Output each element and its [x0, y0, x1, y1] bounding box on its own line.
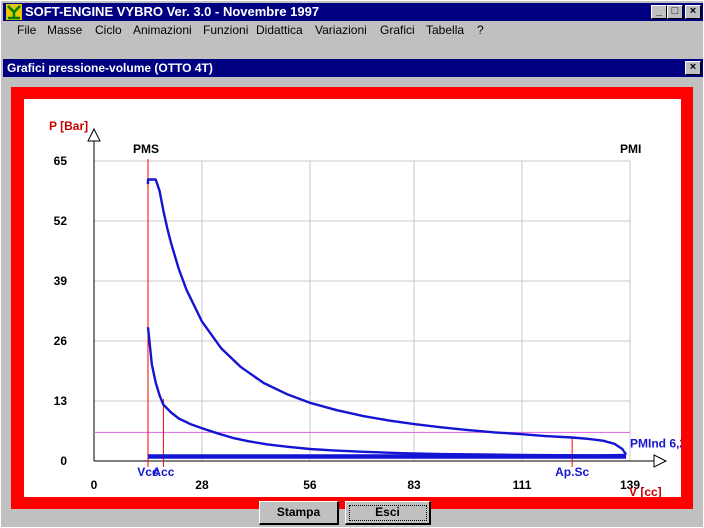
y-tick-label: 0 — [60, 454, 67, 468]
x-tick-label: 83 — [407, 478, 421, 492]
x-tick-label: 111 — [513, 478, 532, 492]
close-button[interactable]: × — [685, 5, 701, 19]
y-axis-arrow-icon — [87, 127, 101, 142]
y-tick-label: 52 — [54, 214, 68, 228]
dialog-title-bar: Grafici pressione-volume (OTTO 4T) × — [3, 59, 703, 77]
chart-plot-area: 0 13 26 39 52 65 0 28 56 83 111 139 P [Bar] V [cc] PM… — [24, 99, 686, 499]
menu-bar: File Masse Ciclo Animazioni Funzioni Did… — [3, 21, 703, 39]
menu-animazioni[interactable]: Animazioni — [133, 23, 192, 37]
menu-masse[interactable]: Masse — [47, 23, 83, 37]
y-tick-label: 65 — [54, 154, 68, 168]
app-logo-icon[interactable] — [6, 4, 22, 20]
x-axis-label: V [cc] — [629, 485, 662, 497]
pv-curve-series — [146, 178, 628, 456]
pms-label: PMS — [133, 142, 159, 156]
window-title: SOFT-ENGINE VYBRO Ver. 3.0 - Novembre 19… — [25, 4, 320, 19]
pv-curve-series — [146, 327, 619, 457]
minimize-button[interactable]: _ — [651, 5, 667, 19]
menu-file[interactable]: File — [17, 23, 37, 37]
menu-variazioni[interactable]: Variazioni — [315, 23, 367, 37]
menu-grafici[interactable]: Grafici — [380, 23, 415, 37]
maximize-button[interactable]: □ — [667, 5, 683, 19]
marker-label: Vcc — [137, 465, 159, 479]
x-tick-label: 56 — [303, 478, 317, 492]
x-axis-arrow-icon — [653, 454, 668, 468]
pv-chart: 0 13 26 39 52 65 0 28 56 83 111 139 P [Bar] V [cc] PM… — [49, 119, 686, 499]
menu-funzioni[interactable]: Funzioni — [203, 23, 249, 37]
pmi-value-label: PMInd 6,2 — [630, 436, 681, 450]
y-tick-label: 26 — [54, 334, 68, 348]
menu-didattica[interactable]: Didattica — [256, 23, 303, 37]
dialog-close-button[interactable]: × — [685, 61, 701, 75]
y-tick-label: 39 — [54, 274, 68, 288]
marker-label: Ap.Sc — [555, 465, 589, 479]
exit-button[interactable]: Esci — [345, 501, 431, 525]
pmi-label: PMI — [620, 142, 641, 156]
menu-help[interactable]: ? — [477, 23, 484, 37]
menu-ciclo[interactable]: Ciclo — [95, 23, 122, 37]
x-tick-label: 0 — [91, 478, 98, 492]
background-strip — [3, 39, 703, 60]
y-axis-label: P [Bar] — [49, 119, 88, 133]
y-tick-label: 13 — [54, 394, 68, 408]
dialog-title: Grafici pressione-volume (OTTO 4T) — [7, 61, 213, 75]
x-tick-label: 139 — [620, 478, 640, 492]
menu-tabella[interactable]: Tabella — [426, 23, 465, 37]
x-tick-label: 28 — [195, 478, 209, 492]
title-bar: SOFT-ENGINE VYBRO Ver. 3.0 - Novembre 19… — [3, 3, 703, 21]
marker-label: Acc — [152, 465, 174, 479]
print-button[interactable]: Stampa — [259, 501, 339, 525]
